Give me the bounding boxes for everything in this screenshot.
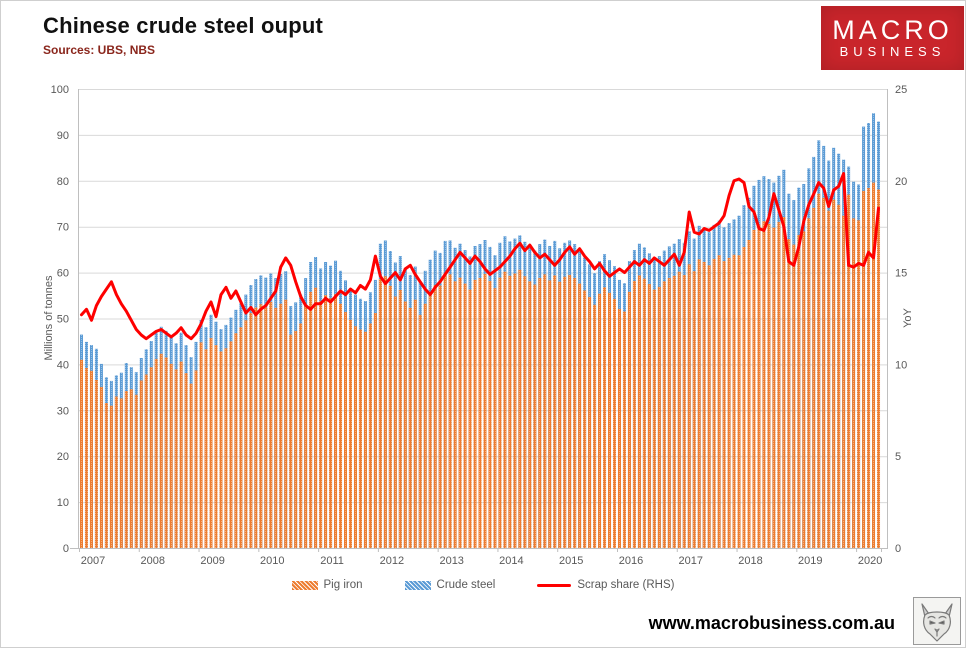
svg-text:10: 10: [57, 497, 69, 509]
svg-text:50: 50: [57, 314, 69, 326]
chart-legend: Pig iron Crude steel Scrap share (RHS): [1, 579, 965, 591]
bars-pig-iron: [79, 182, 881, 549]
axes: [70, 89, 888, 552]
svg-text:2009: 2009: [200, 555, 224, 567]
legend-label-crude-steel: Crude steel: [436, 579, 496, 591]
legend-item-pig-iron: Pig iron: [291, 579, 363, 591]
svg-text:2008: 2008: [141, 555, 165, 567]
svg-text:25: 25: [895, 84, 907, 96]
svg-text:2007: 2007: [81, 555, 105, 567]
svg-text:60: 60: [57, 268, 69, 280]
svg-text:2019: 2019: [798, 555, 822, 567]
svg-text:2016: 2016: [619, 555, 643, 567]
wolf-sketch-icon: [921, 603, 953, 642]
svg-text:0: 0: [63, 543, 69, 555]
svg-text:2013: 2013: [439, 555, 463, 567]
svg-text:80: 80: [57, 176, 69, 188]
svg-text:2018: 2018: [738, 555, 762, 567]
svg-text:30: 30: [57, 405, 69, 417]
svg-text:90: 90: [57, 130, 69, 142]
svg-text:2010: 2010: [260, 555, 284, 567]
logo-line-business: BUSINESS: [839, 44, 946, 59]
svg-text:15: 15: [895, 268, 907, 280]
legend-item-scrap-share: Scrap share (RHS): [537, 579, 674, 591]
crude-steel-swatch-icon: [404, 580, 431, 590]
scrap-share-line: [80, 172, 880, 341]
svg-text:20: 20: [57, 451, 69, 463]
gridlines: [78, 89, 887, 504]
page-title: Chinese crude steel ouput: [43, 13, 324, 38]
svg-text:2015: 2015: [559, 555, 583, 567]
wolf-logo: [913, 597, 961, 645]
legend-label-scrap-share: Scrap share (RHS): [577, 579, 675, 591]
macrobusiness-logo: MACRO BUSINESS: [821, 6, 964, 70]
pig-iron-swatch-icon: [291, 580, 318, 590]
svg-text:2020: 2020: [858, 555, 882, 567]
svg-text:2012: 2012: [380, 555, 404, 567]
legend-label-pig-iron: Pig iron: [323, 579, 363, 591]
svg-text:2017: 2017: [679, 555, 703, 567]
logo-line-macro: MACRO: [832, 15, 953, 45]
svg-text:70: 70: [57, 222, 69, 234]
svg-text:100: 100: [51, 84, 69, 96]
svg-text:40: 40: [57, 359, 69, 371]
y-left-axis-title: Millions of tonnes: [43, 275, 55, 361]
legend-item-crude-steel: Crude steel: [404, 579, 496, 591]
scrap-share-line-swatch-icon: [537, 583, 572, 587]
website-url: www.macrobusiness.com.au: [648, 613, 895, 633]
tick-labels: 0 10 20 30 40 50 60 70 80 90 100 0 5 10 15 20 25 2007 2008…: [51, 84, 908, 567]
svg-text:5: 5: [895, 451, 901, 463]
svg-text:2011: 2011: [320, 555, 344, 567]
svg-text:20: 20: [895, 176, 907, 188]
svg-text:10: 10: [895, 359, 907, 371]
svg-text:2014: 2014: [499, 555, 523, 567]
svg-text:0: 0: [895, 543, 901, 555]
sources-note: Sources: UBS, NBS: [43, 43, 156, 57]
y-right-axis-title: YoY: [902, 308, 914, 328]
